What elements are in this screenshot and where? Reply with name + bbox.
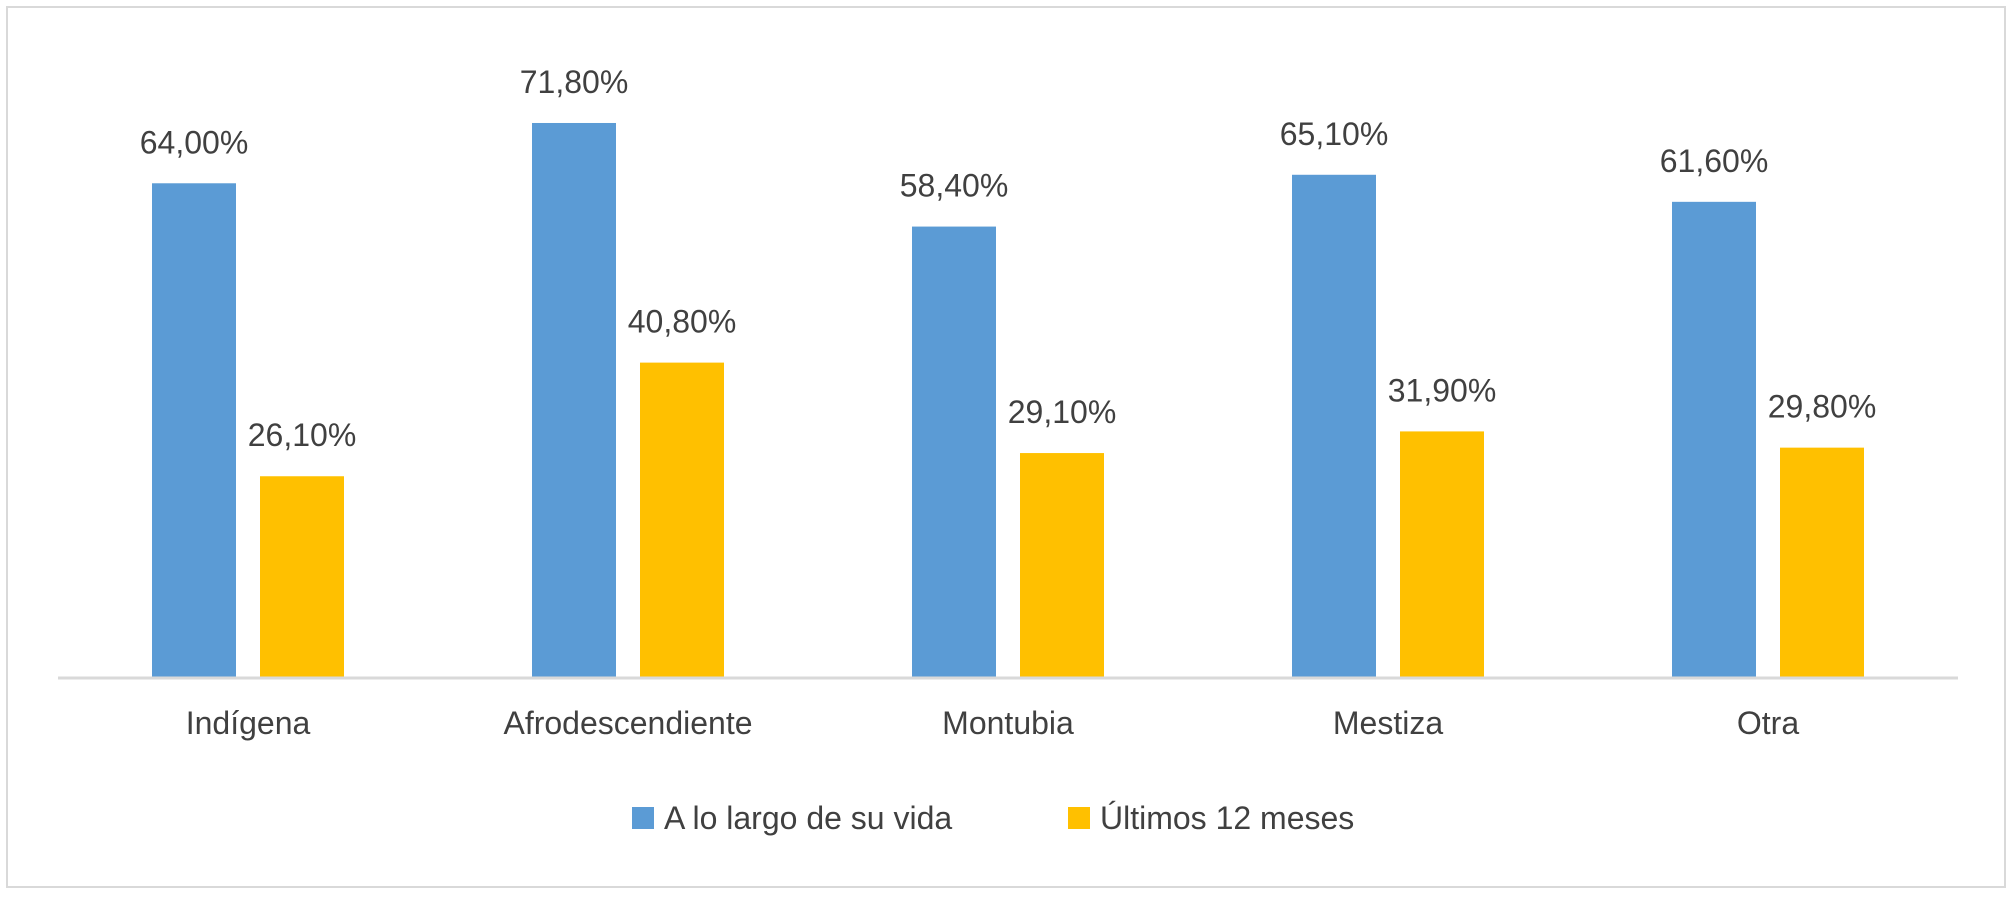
- bar-last12-4: [1780, 447, 1864, 678]
- data-label: 26,10%: [248, 417, 357, 453]
- bars-layer: [152, 122, 1864, 679]
- legend-label: Últimos 12 meses: [1100, 800, 1354, 836]
- category-label: Mestiza: [1333, 705, 1443, 741]
- data-label: 29,10%: [1008, 394, 1117, 430]
- bar-lifetime-0: [152, 183, 236, 678]
- category-label: Indígena: [186, 705, 311, 741]
- bar-last12-3: [1400, 431, 1484, 678]
- data-label: 31,90%: [1388, 372, 1497, 408]
- bar-chart: 64,00% 26,10% 71,80% 40,80% 58,40% 29,10% 65,1…: [58, 64, 1958, 836]
- data-label: 40,80%: [628, 304, 737, 340]
- category-label: Otra: [1737, 705, 1799, 741]
- category-label: Afrodescendiente: [503, 705, 752, 741]
- legend-swatch: [632, 807, 654, 829]
- bar-lifetime-3: [1292, 174, 1376, 679]
- bar-last12-2: [1020, 453, 1104, 678]
- data-label: 65,10%: [1280, 116, 1389, 152]
- legend: A lo largo de su vida Últimos 12 meses: [632, 800, 1354, 836]
- chart-frame: 64,00% 26,10% 71,80% 40,80% 58,40% 29,10% 65,1…: [6, 6, 2006, 888]
- category-label: Montubia: [942, 705, 1074, 741]
- data-label: 29,80%: [1768, 389, 1877, 425]
- data-label: 64,00%: [140, 124, 249, 160]
- legend-swatch: [1068, 807, 1090, 829]
- data-label: 71,80%: [520, 64, 629, 100]
- bar-last12-1: [640, 362, 724, 678]
- data-label: 58,40%: [900, 168, 1009, 204]
- data-label: 61,60%: [1660, 143, 1769, 179]
- legend-label: A lo largo de su vida: [664, 800, 952, 836]
- bar-last12-0: [260, 476, 344, 678]
- data-labels-layer: 64,00% 26,10% 71,80% 40,80% 58,40% 29,10% 65,1…: [140, 64, 1877, 453]
- bar-lifetime-4: [1672, 201, 1756, 678]
- bar-lifetime-1: [532, 122, 616, 678]
- category-labels-layer: Indígena Afrodescendiente Montubia Mestiza O…: [186, 705, 1800, 741]
- bar-lifetime-2: [912, 226, 996, 678]
